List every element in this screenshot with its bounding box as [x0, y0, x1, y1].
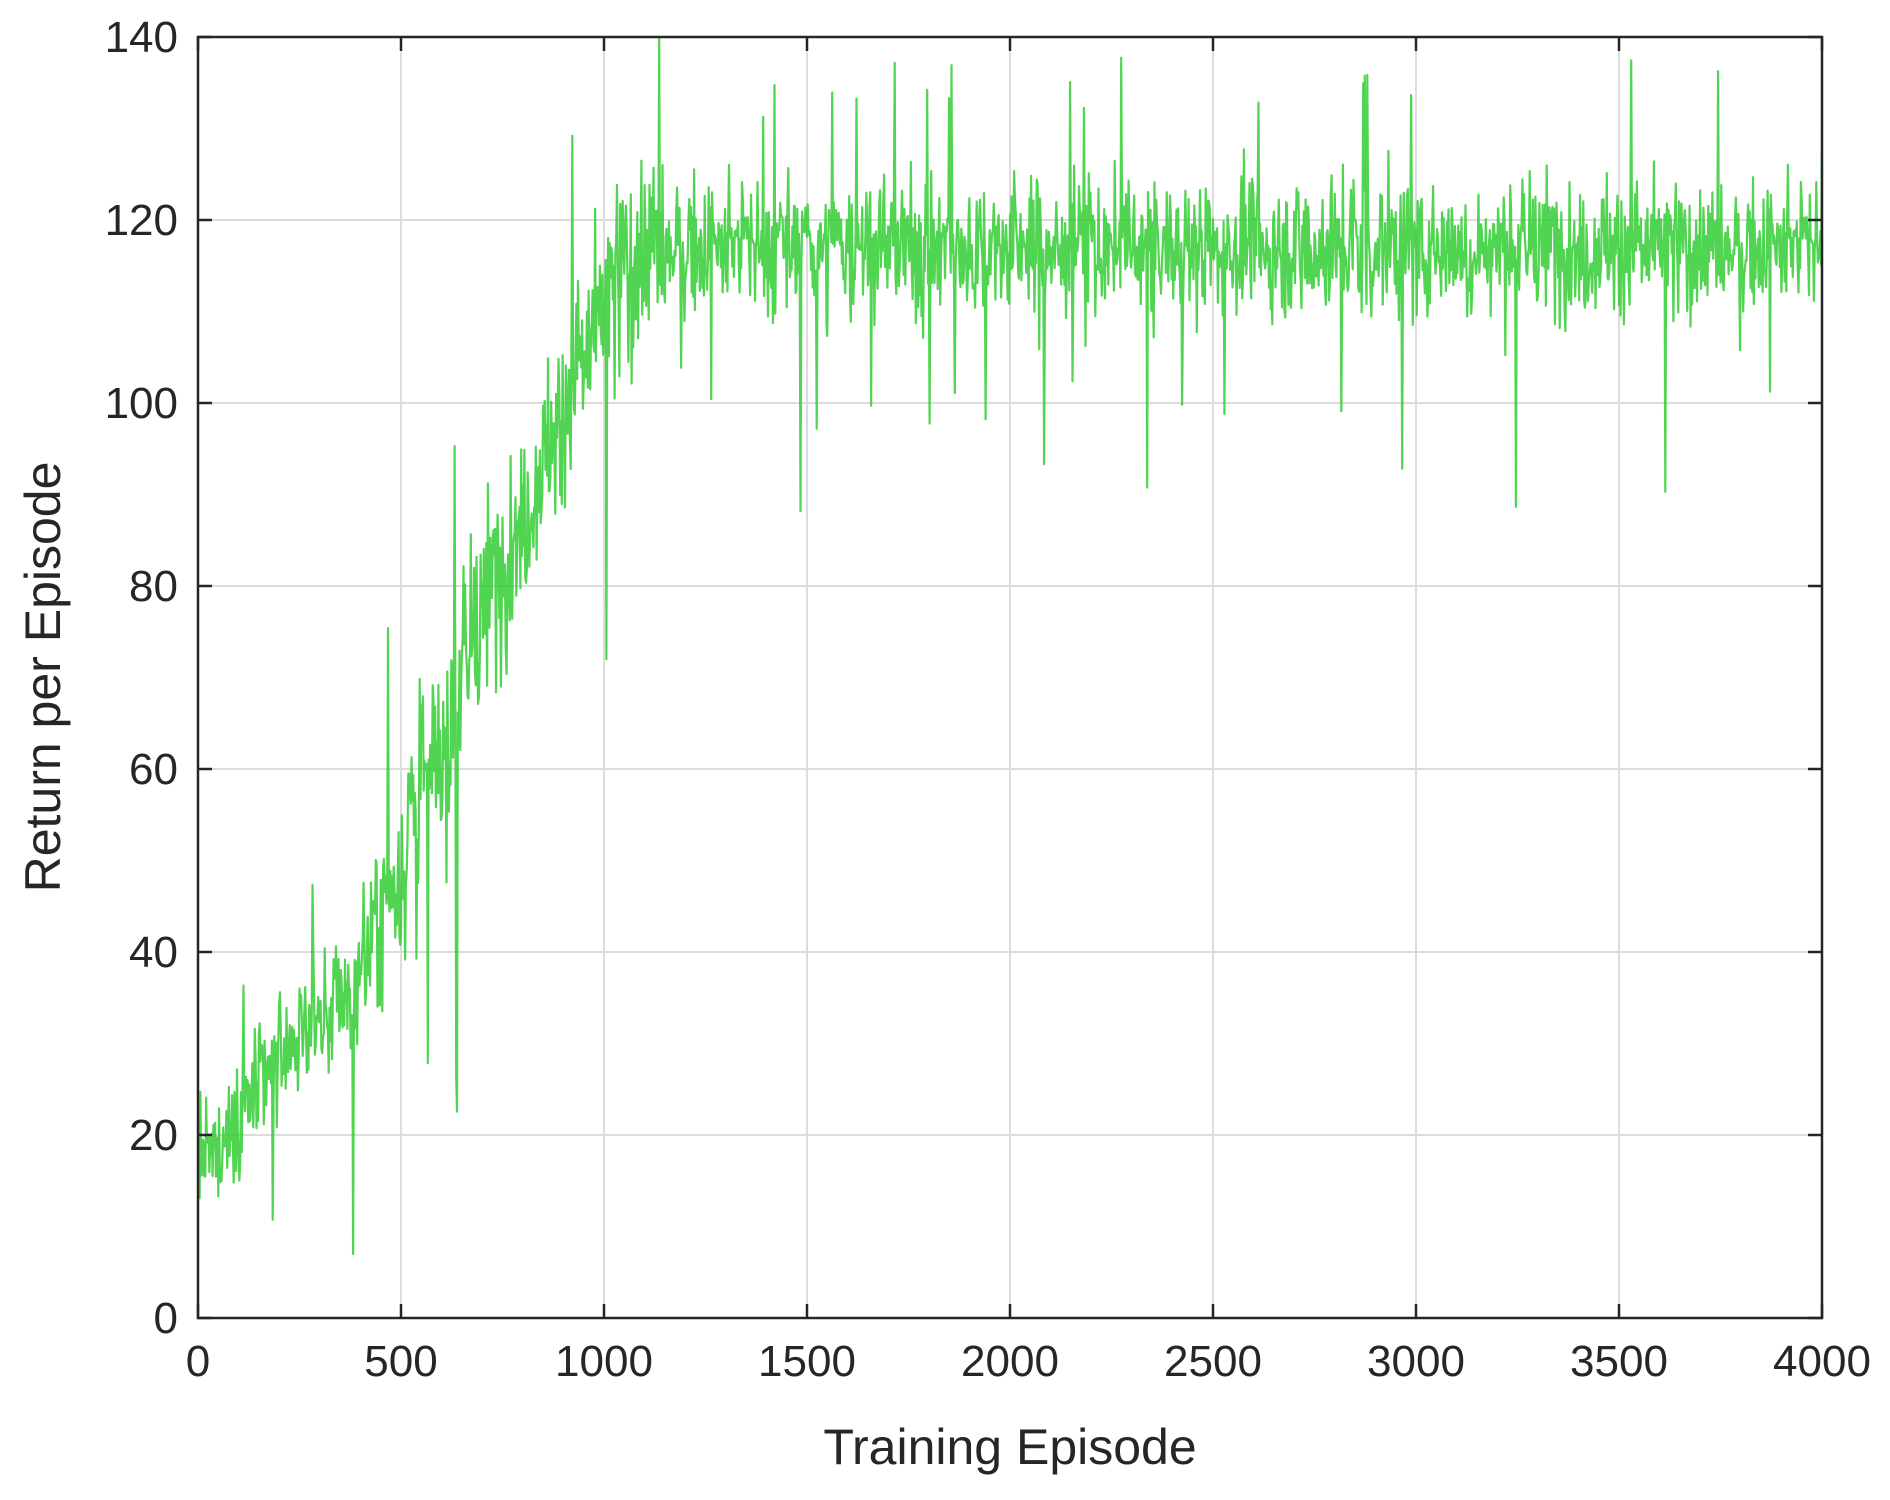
x-tick-label: 2500: [1164, 1337, 1262, 1386]
y-tick-label: 100: [105, 379, 178, 428]
x-tick-label: 1500: [758, 1337, 856, 1386]
x-tick-label: 1000: [555, 1337, 653, 1386]
y-tick-label: 0: [154, 1294, 178, 1343]
x-tick-label: 3000: [1367, 1337, 1465, 1386]
x-tick-label: 500: [364, 1337, 437, 1386]
y-tick-label: 60: [129, 745, 178, 794]
x-axis-label: Training Episode: [823, 1419, 1196, 1475]
y-tick-label: 120: [105, 196, 178, 245]
series-line: [196, 35, 1824, 1256]
x-tick-label: 2000: [961, 1337, 1059, 1386]
y-tick-label: 80: [129, 562, 178, 611]
x-tick-label: 3500: [1570, 1337, 1668, 1386]
x-tick-label: 0: [186, 1337, 210, 1386]
y-axis-label: Return per Episode: [15, 462, 71, 893]
y-tick-label: 40: [129, 928, 178, 977]
y-tick-label: 140: [105, 13, 178, 62]
x-tick-label: 4000: [1773, 1337, 1871, 1386]
series-polyline: [196, 35, 1824, 1256]
y-tick-label: 20: [129, 1111, 178, 1160]
axis-ticks: 0 500 1000 1500 2000 2500 3000 3500 4000 0 20 40 60 8…: [105, 13, 1871, 1386]
